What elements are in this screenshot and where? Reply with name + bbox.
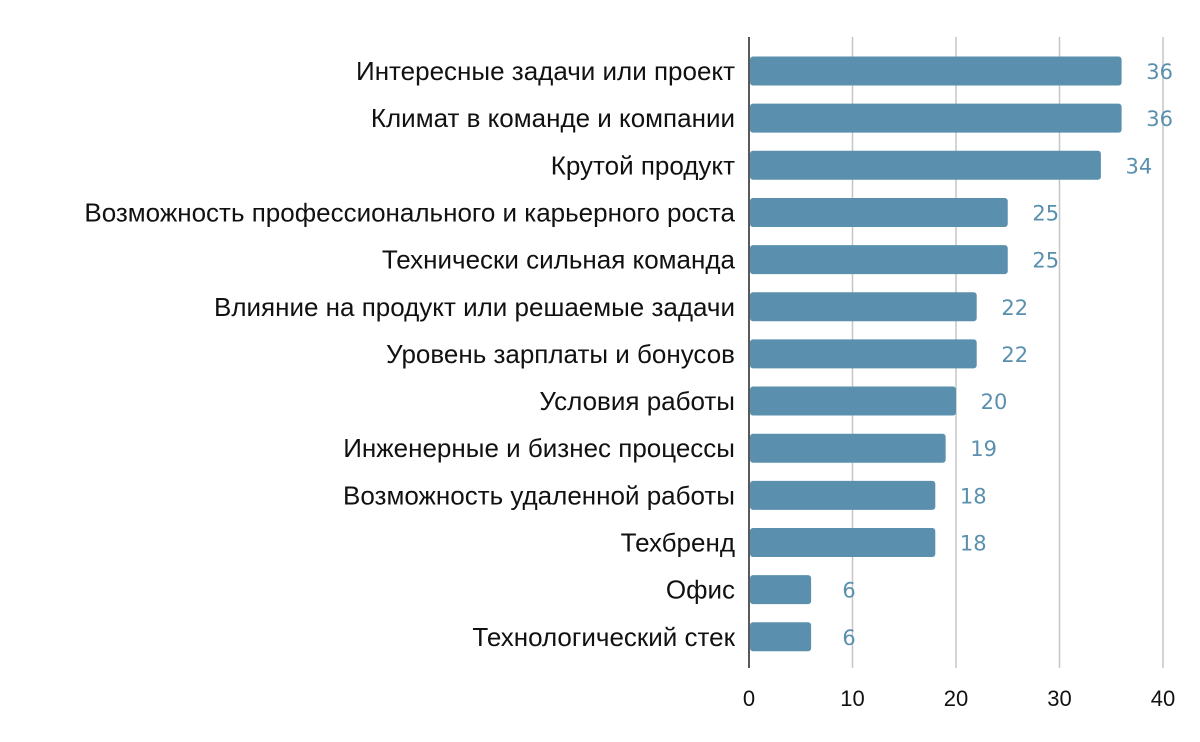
bar: [750, 386, 956, 416]
bar: [750, 197, 1008, 227]
category-label: Крутой продукт: [551, 150, 735, 180]
value-label: 18: [960, 532, 987, 556]
value-label: 22: [1001, 296, 1028, 320]
category-label: Возможность профессионального и карьерно…: [84, 197, 735, 227]
value-label: 18: [960, 484, 987, 508]
bar: [750, 433, 946, 463]
value-label: 25: [1032, 201, 1059, 225]
x-tick-label: 40: [1151, 686, 1175, 711]
category-label: Техбренд: [621, 528, 735, 558]
x-tick-label: 10: [840, 686, 864, 711]
value-label: 34: [1126, 154, 1153, 178]
bar: [750, 528, 936, 557]
bar: [750, 245, 1008, 275]
bar: [750, 150, 1101, 180]
value-label: 19: [970, 437, 997, 461]
x-tick-label: 0: [743, 686, 755, 711]
category-label: Технологический стек: [472, 622, 735, 652]
category-label: Уровень зарплаты и бонусов: [386, 339, 735, 369]
bar: [750, 480, 936, 510]
x-tick-label: 30: [1047, 686, 1071, 711]
category-label: Условия работы: [539, 386, 735, 416]
category-label: Влияние на продукт или решаемые задачи: [214, 292, 735, 322]
value-label: 6: [842, 626, 855, 650]
category-label: Интересные задачи или проект: [356, 56, 735, 86]
value-label: 25: [1032, 249, 1059, 273]
bar: [750, 56, 1122, 86]
bar: [750, 622, 812, 652]
value-label: 22: [1001, 343, 1028, 367]
bar: [750, 339, 977, 369]
category-label: Климат в команде и компании: [371, 103, 735, 133]
value-label: 20: [981, 390, 1008, 414]
bar: [750, 575, 812, 605]
category-labels: Интересные задачи или проект Климат в ком…: [84, 56, 735, 652]
bar: [750, 292, 977, 322]
value-label: 36: [1146, 107, 1173, 131]
value-label: 6: [842, 579, 855, 603]
category-label: Возможность удаленной работы: [343, 480, 735, 510]
bars: [750, 56, 1122, 652]
category-label: Инженерные и бизнес процессы: [343, 433, 735, 463]
category-label: Офис: [666, 575, 735, 605]
value-label: 36: [1146, 60, 1173, 84]
x-tick-labels: 0 10 20 30 40: [743, 686, 1175, 711]
bar: [750, 103, 1122, 133]
category-label: Технически сильная команда: [382, 245, 736, 275]
x-tick-label: 20: [944, 686, 968, 711]
